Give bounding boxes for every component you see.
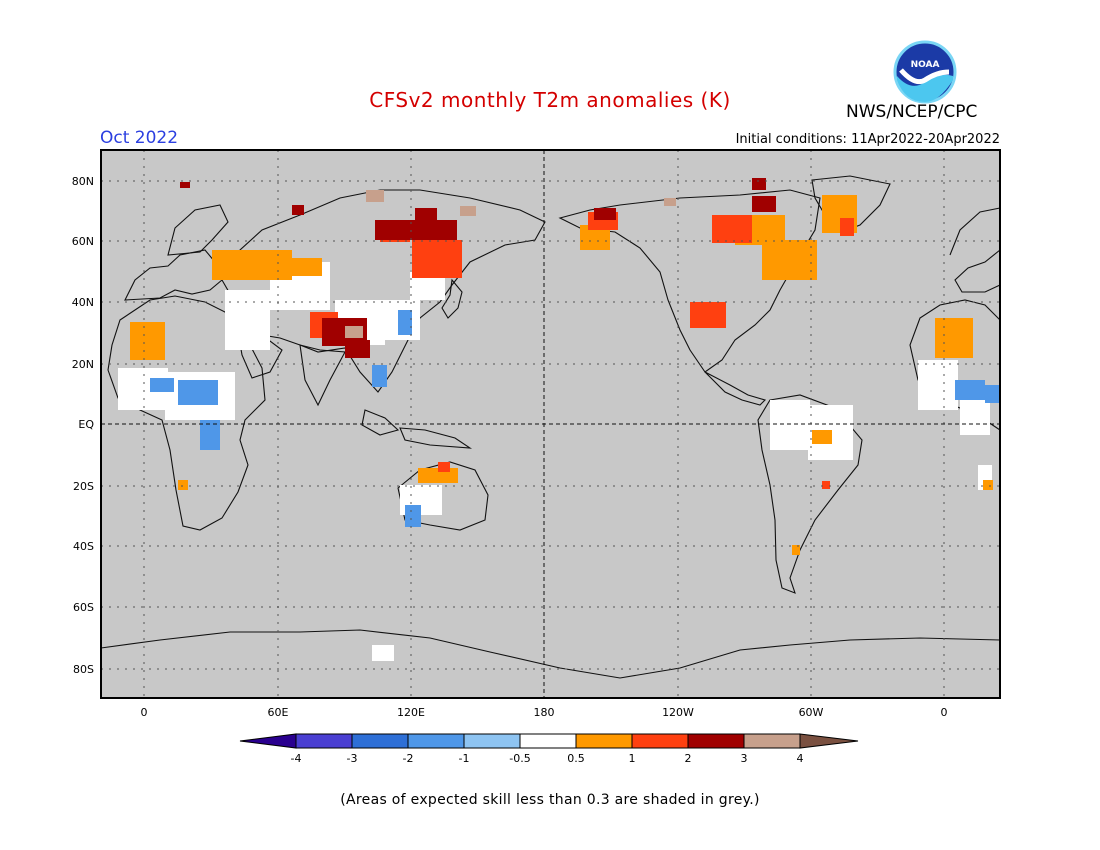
graticule	[101, 150, 1000, 698]
map-border	[100, 149, 1001, 699]
lon-label: 180	[534, 706, 555, 719]
colorbar-swatch	[239, 733, 297, 749]
lat-label: 60S	[73, 601, 94, 614]
colorbar-swatch	[575, 733, 633, 749]
lon-label: 60W	[799, 706, 824, 719]
colorbar	[239, 733, 859, 749]
lat-label: 20N	[72, 358, 94, 371]
colorbar-swatch	[351, 733, 409, 749]
colorbar-tick: -1	[459, 752, 470, 765]
lat-label: 20S	[73, 480, 94, 493]
colorbar-tick: 0.5	[567, 752, 585, 765]
colorbar-swatch	[407, 733, 465, 749]
colorbar-tick: 2	[685, 752, 692, 765]
colorbar-tick: -4	[291, 752, 302, 765]
lat-label: 40N	[72, 296, 94, 309]
anomaly-fields	[118, 178, 1000, 661]
lat-label: 80S	[73, 663, 94, 676]
map-title: CFSv2 monthly T2m anomalies (K)	[369, 88, 731, 112]
colorbar-swatch	[631, 733, 689, 749]
colorbar-swatch	[687, 733, 745, 749]
colorbar-swatch	[743, 733, 801, 749]
lon-label: 0	[941, 706, 948, 719]
colorbar-tick: 1	[629, 752, 636, 765]
lon-label: 120W	[662, 706, 694, 719]
colorbar-tick: 4	[797, 752, 804, 765]
noaa-logo: NOAA	[893, 40, 957, 108]
logo-lettering: NOAA	[911, 60, 940, 70]
colorbar-tick: 3	[741, 752, 748, 765]
colorbar-tick: -3	[347, 752, 358, 765]
lat-label: EQ	[78, 418, 94, 431]
colorbar-swatch	[799, 733, 859, 749]
lon-label: 0	[141, 706, 148, 719]
lon-label: 120E	[397, 706, 425, 719]
initial-conditions: Initial conditions: 11Apr2022-20Apr2022	[735, 132, 1000, 147]
org-label: NWS/NCEP/CPC	[846, 102, 978, 122]
lon-label: 60E	[268, 706, 289, 719]
valid-month: Oct 2022	[100, 128, 179, 148]
colorbar-swatch	[519, 733, 577, 749]
lat-label: 40S	[73, 540, 94, 553]
coastlines	[100, 175, 1001, 679]
colorbar-tick: -0.5	[509, 752, 530, 765]
lat-label: 80N	[72, 175, 94, 188]
lat-label: 60N	[72, 235, 94, 248]
colorbar-tick: -2	[403, 752, 414, 765]
skill-footnote: (Areas of expected skill less than 0.3 a…	[340, 792, 760, 808]
colorbar-swatch	[463, 733, 521, 749]
map-panel	[101, 150, 1000, 698]
colorbar-swatch	[295, 733, 353, 749]
